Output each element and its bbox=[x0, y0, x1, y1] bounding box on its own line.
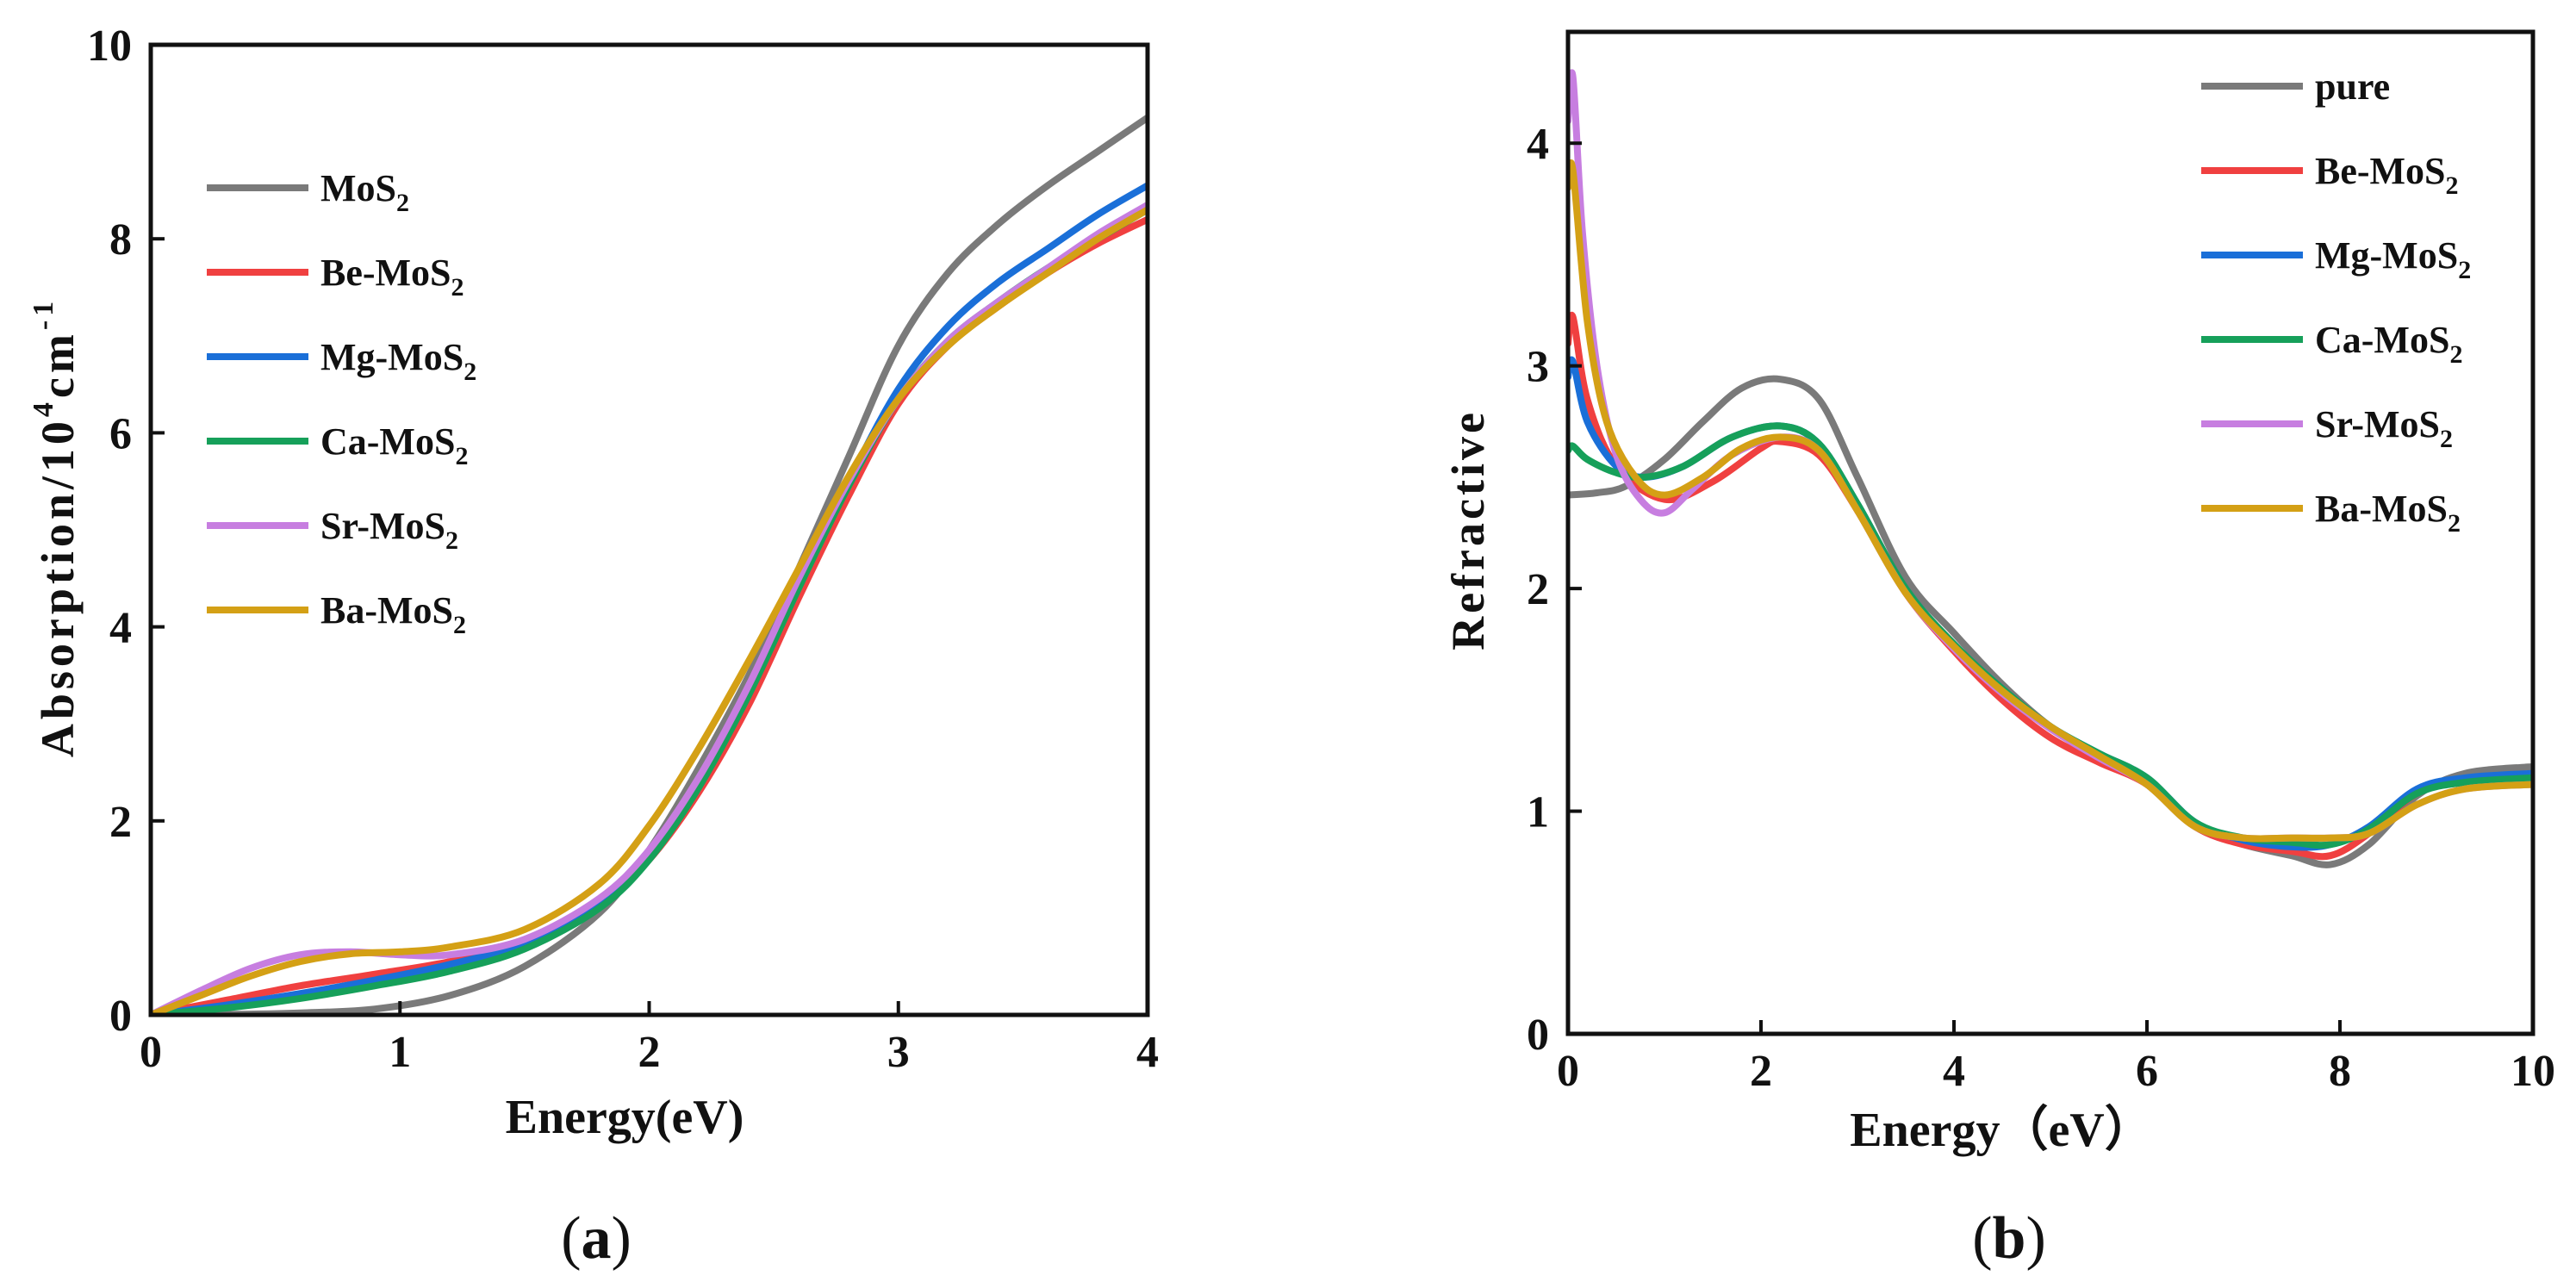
panel-b-y-axis-title: Refractive bbox=[1442, 409, 1494, 650]
panel-a-y-tick-label: 10 bbox=[87, 22, 132, 71]
panel-a-y-title-main: Absorption/10 bbox=[32, 417, 84, 757]
panel-b-caption-open: ( bbox=[1972, 1205, 1992, 1272]
panel-b-caption: (b) bbox=[1972, 1205, 2046, 1272]
panel-a-y-tick-label: 4 bbox=[109, 604, 132, 653]
panel-b-series-line-1 bbox=[1568, 375, 2533, 868]
panel-a-legend-label: Ca-MoS2 bbox=[320, 420, 468, 470]
panel-a-legend-label: Mg-MoS2 bbox=[320, 336, 476, 386]
panel-b-legend-label: Ba-MoS2 bbox=[2315, 488, 2461, 538]
panel-b-y-tick-label: 3 bbox=[1527, 343, 1549, 392]
panel-b-refractive-chart: 0 2 4 6 8 10 0 1 2 3 4 pure Be-MoS2 Mg-MoS2 Ca-MoS2 Sr-… bbox=[1442, 29, 2555, 1272]
panel-b-legend-label: Be-MoS2 bbox=[2315, 150, 2459, 200]
panel-b-legend-label: Ca-MoS2 bbox=[2315, 319, 2462, 369]
panel-a-absorption-chart: 0 1 2 3 4 0 2 4 6 8 10 MoS2 Be-MoS2 Mg-MoS2 Ca-MoS2 Sr-… bbox=[28, 22, 1159, 1272]
panel-a-caption-letter: a bbox=[582, 1205, 612, 1272]
panel-b-x-tick-label: 2 bbox=[1750, 1047, 1772, 1096]
panel-a-legend-label: Sr-MoS2 bbox=[320, 505, 458, 555]
panel-b-caption-close: ) bbox=[2025, 1205, 2045, 1272]
panel-b-x-axis-title: Energy（eV） bbox=[1850, 1103, 2153, 1157]
panel-b-y-tick-label: 1 bbox=[1527, 788, 1549, 837]
panel-b-series-line-6 bbox=[1568, 159, 2533, 843]
panel-a-x-tick-label: 4 bbox=[1136, 1028, 1159, 1077]
panel-a-series-line-1 bbox=[151, 114, 1148, 1015]
panel-a-x-tick-label: 2 bbox=[638, 1028, 661, 1077]
panel-b-x-tick-label: 8 bbox=[2329, 1047, 2351, 1096]
panel-a-caption-open: ( bbox=[561, 1205, 581, 1272]
panel-b-legend-label: Mg-MoS2 bbox=[2315, 234, 2471, 284]
panel-a-series-line-5 bbox=[151, 201, 1148, 1015]
panel-a-y-title-unit-sup: -1 bbox=[28, 297, 59, 330]
panel-a-y-tick-label: 0 bbox=[109, 992, 132, 1041]
panel-a-caption: (a) bbox=[561, 1205, 632, 1272]
panel-b-x-tick-label: 4 bbox=[1943, 1047, 1965, 1096]
panel-b-axes-frame bbox=[1565, 29, 2536, 1036]
panel-b-caption-letter: b bbox=[1993, 1205, 2026, 1272]
panel-a-x-tick-label: 1 bbox=[389, 1028, 411, 1077]
panel-a-y-title-sup: 4 bbox=[28, 398, 59, 417]
panel-a-legend-label: MoS2 bbox=[320, 167, 409, 217]
panel-a-y-tick-label: 6 bbox=[109, 409, 132, 458]
panel-b-y-tick-label: 2 bbox=[1527, 565, 1549, 614]
panel-b-plot-area: 0 2 4 6 8 10 0 1 2 3 4 pure Be-MoS2 Mg-MoS2 Ca-MoS2 Sr-… bbox=[1527, 29, 2555, 1096]
panel-a-series-line-2 bbox=[151, 215, 1148, 1015]
panel-b-legend-label: pure bbox=[2315, 65, 2390, 108]
panel-b-series-line-2 bbox=[1568, 311, 2533, 861]
panel-a-series-line-6 bbox=[151, 206, 1148, 1015]
panel-b-x-tick-label: 0 bbox=[1557, 1047, 1579, 1096]
panel-a-y-axis-title: Absorption/104cm-1 bbox=[28, 297, 84, 757]
panel-a-legend-label: Ba-MoS2 bbox=[320, 589, 466, 639]
panel-a-y-title-unit: cm bbox=[32, 330, 84, 398]
panel-a-legend-label: Be-MoS2 bbox=[320, 252, 464, 302]
panel-a-y-tick-label: 2 bbox=[109, 798, 132, 847]
panel-a-x-tick-label: 0 bbox=[140, 1028, 162, 1077]
panel-a-x-axis-title: Energy(eV) bbox=[506, 1091, 744, 1144]
panel-b-y-tick-label: 0 bbox=[1527, 1011, 1549, 1060]
panel-a-plot-area: 0 1 2 3 4 0 2 4 6 8 10 MoS2 Be-MoS2 Mg-MoS2 Ca-MoS2 Sr-… bbox=[87, 22, 1159, 1077]
panel-a-y-tick-label: 8 bbox=[109, 215, 132, 264]
panel-b-x-tick-label: 6 bbox=[2136, 1047, 2158, 1096]
panel-b-legend-label: Sr-MoS2 bbox=[2315, 403, 2453, 453]
panel-a-caption-close: ) bbox=[612, 1205, 632, 1272]
panel-b-y-tick-label: 4 bbox=[1527, 120, 1549, 169]
panel-b-x-tick-label: 10 bbox=[2511, 1047, 2555, 1096]
panel-a-x-tick-label: 3 bbox=[887, 1028, 910, 1077]
panel-b-legend: pure Be-MoS2 Mg-MoS2 Ca-MoS2 Sr-MoS2 Ba-MoS2 bbox=[2201, 65, 2471, 538]
panel-a-legend: MoS2 Be-MoS2 Mg-MoS2 Ca-MoS2 Sr-MoS2 Ba-MoS2 bbox=[207, 167, 476, 639]
